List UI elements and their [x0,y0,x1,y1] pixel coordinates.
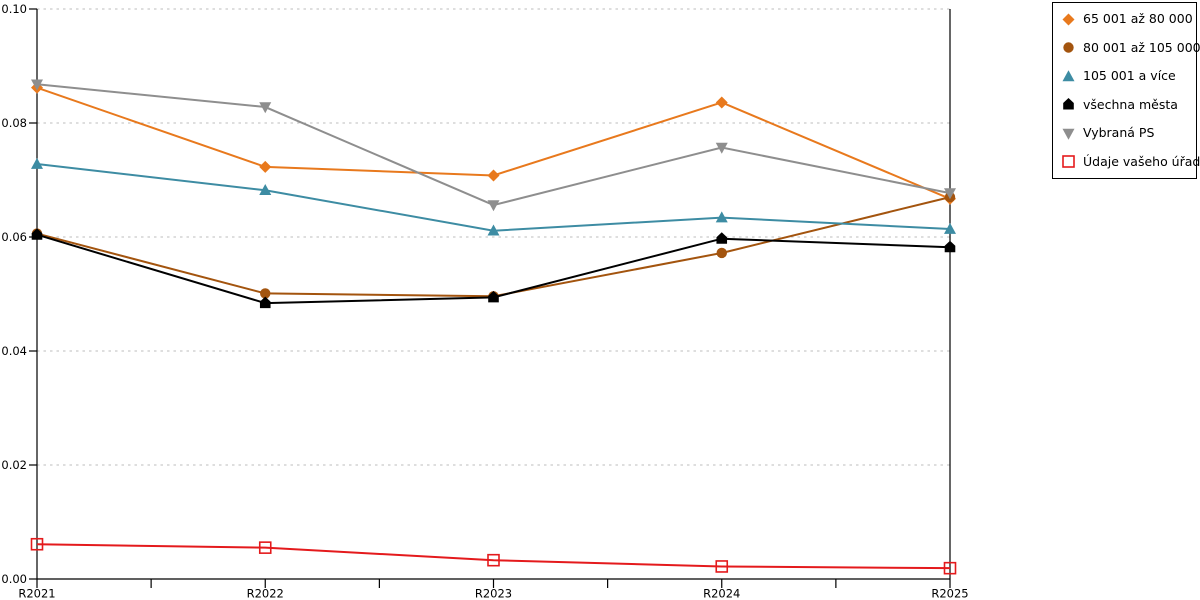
legend-item-vsechna-mesta: všechna města [1061,97,1192,112]
y-tick-label: 0.04 [1,344,27,358]
diamond-marker [1062,13,1075,26]
pentagon-marker [31,228,43,240]
legend-label: 80 001 až 105 000 [1083,39,1200,55]
triangle-up-marker [715,211,728,223]
square-open-marker [1062,155,1075,169]
triangle-down-marker [715,142,728,154]
x-tick-label: R2024 [703,587,740,600]
series-vsechna-mesta [31,228,956,309]
diamond-marker [487,169,500,182]
circle-marker [1063,42,1074,53]
square-open-marker [30,537,44,551]
triangle-up-marker [944,222,956,234]
y-tick-label: 0.06 [1,230,27,244]
legend-label: Vybraná PS [1083,125,1155,140]
pentagon-marker [944,240,956,253]
legend-item-vybrana-ps: Vybraná PS [1061,126,1192,141]
legend-item-80-001-az-105-000: 80 001 až 105 000 [1061,40,1200,55]
circle-marker [260,288,271,299]
legend-label: Údaje vašeho úřadu [1083,153,1200,169]
square-open-marker [487,553,500,567]
x-tick-label: R2023 [475,587,512,600]
pentagon-marker [259,296,271,309]
square-open-marker [715,560,729,573]
square-open-marker [943,561,957,575]
y-tick-label: 0.10 [1,2,27,16]
series-vybrana-ps [31,79,956,212]
legend-item-udaje-vaseho-uradu: Údaje vašeho úřadu [1061,154,1200,169]
square-open-marker [258,541,272,554]
triangle-down-marker [1062,128,1075,140]
axes: 0.00 0.02 0.04 0.06 0.08 0.10 R2021 R2022 R2023 R… [1,2,968,600]
triangle-up-icon [1062,70,1075,82]
legend-label: 65 001 až 80 000 [1083,11,1193,26]
x-tick-label: R2022 [247,587,284,600]
x-tick-label: R2021 [18,587,55,600]
triangle-down-icon [1062,128,1075,140]
triangle-up-marker [487,224,500,236]
series-udaje-vaseho-uradu [30,537,957,575]
triangle-down-marker [487,200,500,212]
triangle-down-marker [944,188,956,200]
series-65-001-az-80-000 [31,81,956,205]
legend-item-65-001-az-80-000: 65 001 až 80 000 [1061,11,1193,27]
legend-item-105-001-a-vice: 105 001 a více [1061,69,1192,84]
series-line [36,196,951,298]
series-line [36,86,951,200]
y-tick-label: 0.02 [1,458,27,472]
gridlines [37,8,950,466]
pentagon-marker [1063,98,1074,110]
triangle-down-marker [31,79,43,91]
pentagon-icon [1063,98,1074,110]
y-tick-label: 0.08 [1,116,27,130]
triangle-up-marker [259,184,272,196]
diamond-marker [259,160,272,173]
circle-icon [1063,42,1074,53]
series-line [36,543,951,570]
diamond-icon [1062,13,1075,26]
legend-label: 105 001 a více [1083,68,1176,83]
triangle-up-marker [31,157,43,169]
pentagon-marker [488,290,499,303]
circle-marker [716,247,727,259]
legend-label: všechna města [1083,96,1178,112]
pentagon-marker [716,232,728,244]
y-tick-label: 0.00 [1,572,27,586]
series-line [36,83,951,207]
triangle-up-marker [1062,70,1075,82]
diamond-marker [715,96,728,109]
x-tick-label: R2025 [931,587,968,600]
triangle-down-marker [259,102,272,114]
legend: 65 001 až 80 000 80 001 až 105 000 105 001… [1052,2,1200,179]
square-open-icon [1062,155,1075,169]
series-105-001-a-vice [31,157,956,236]
